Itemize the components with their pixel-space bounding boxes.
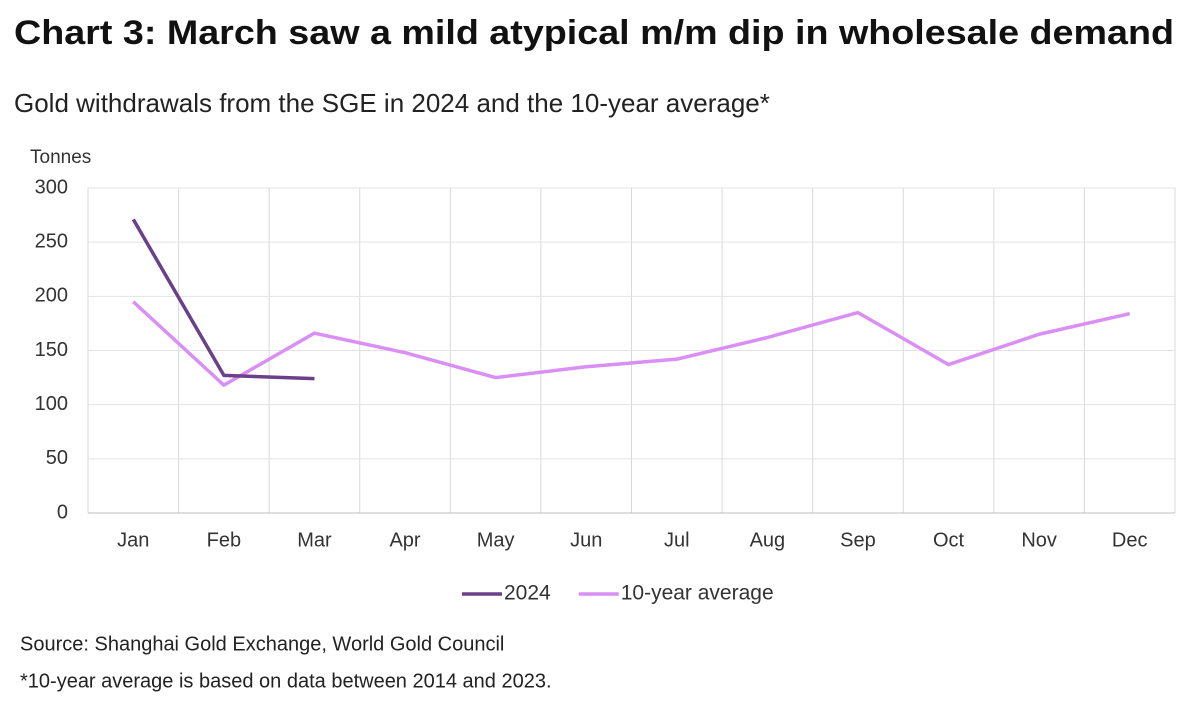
x-tick-label: Aug xyxy=(750,529,786,551)
chart-title: Chart 3: March saw a mild atypical m/m d… xyxy=(14,14,1174,52)
legend-label: 10-year average xyxy=(621,582,774,605)
line-series xyxy=(132,300,1131,387)
x-tick-label: Jun xyxy=(570,529,602,551)
legend-label: 2024 xyxy=(504,582,551,605)
x-tick-label: Nov xyxy=(1021,529,1057,551)
source-note: Source: Shanghai Gold Exchange, World Go… xyxy=(20,633,504,655)
y-tick-label: 0 xyxy=(57,501,68,523)
y-axis-label: Tonnes xyxy=(30,147,91,168)
x-tick-label: May xyxy=(477,529,515,551)
x-tick-label: Jul xyxy=(664,529,690,551)
y-tick-label: 300 xyxy=(35,176,68,198)
x-tick-label: Jan xyxy=(117,529,149,551)
y-tick-label: 50 xyxy=(46,447,68,469)
x-tick-label: Feb xyxy=(207,529,241,551)
line-series xyxy=(131,218,315,381)
x-tick-label: Sep xyxy=(840,529,876,551)
y-tick-label: 200 xyxy=(35,285,68,307)
x-tick-label: Apr xyxy=(389,529,420,551)
x-tick-label: Mar xyxy=(297,529,332,551)
x-tick-label: Oct xyxy=(933,529,965,551)
y-tick-label: 250 xyxy=(35,230,68,252)
x-tick-label: Dec xyxy=(1112,529,1148,551)
chart-subtitle: Gold withdrawals from the SGE in 2024 an… xyxy=(14,88,770,118)
y-tick-label: 100 xyxy=(35,393,68,415)
footnote: *10-year average is based on data betwee… xyxy=(20,670,552,692)
y-tick-label: 150 xyxy=(35,339,68,361)
